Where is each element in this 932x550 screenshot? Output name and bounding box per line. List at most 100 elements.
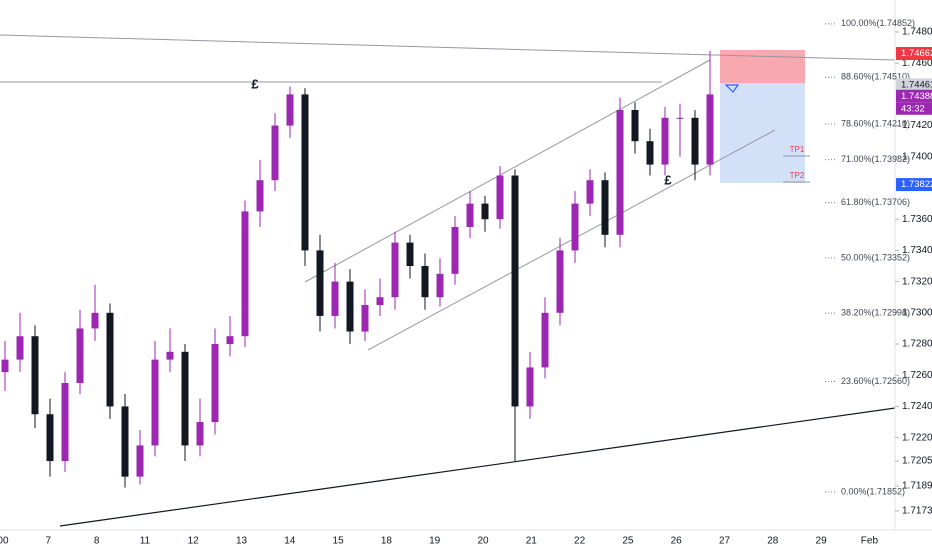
candle-body: [61, 383, 69, 462]
candle-body: [121, 406, 129, 477]
y-tick-label: 1.72600: [902, 370, 932, 381]
candle-body: [406, 242, 414, 267]
candle-body: [481, 203, 489, 220]
y-tick-label: 1.72400: [902, 401, 932, 412]
annotation: TP1: [790, 145, 805, 154]
candle-body: [316, 250, 324, 316]
x-tick-label: 14: [284, 536, 296, 547]
x-tick-label: 8: [94, 536, 100, 547]
stop-zone: [720, 50, 805, 83]
x-tick-label: 18: [381, 536, 393, 547]
y-tick-label: 1.73600: [902, 214, 932, 225]
x-tick-label: 28: [767, 536, 779, 547]
fib-label: 100.00%(1.74852): [841, 18, 915, 28]
y-tick-label: 1.71730: [902, 506, 932, 517]
candle-body: [616, 109, 624, 235]
x-tick-label: 21: [526, 536, 538, 547]
x-tick-label: Feb: [861, 536, 879, 547]
x-tick-label: 19: [429, 536, 441, 547]
fib-label: 61.80%(1.73706): [841, 197, 910, 207]
annotation: £: [664, 172, 672, 187]
price-tag-label: 1.74461: [901, 79, 932, 90]
y-tick-label: 1.74200: [902, 120, 932, 131]
price-tag: [896, 178, 932, 192]
candle-body: [706, 94, 714, 165]
candle-body: [376, 297, 384, 306]
y-tick-label: 1.72050: [902, 456, 932, 467]
target-zone: [720, 83, 805, 183]
candle-body: [361, 305, 369, 332]
candle-body: [31, 336, 39, 415]
y-tick-label: 1.73200: [902, 276, 932, 287]
candle-body: [181, 351, 189, 446]
candle-body: [661, 117, 669, 165]
x-tick-label: 22: [574, 536, 586, 547]
x-tick-label: 29: [816, 536, 828, 547]
fib-label: 0.00%(1.71852): [841, 486, 905, 496]
fib-label: 50.00%(1.73352): [841, 252, 910, 262]
y-tick-label: 1.74800: [902, 27, 932, 38]
trendline: [59, 407, 896, 527]
candle-body: [301, 94, 309, 251]
candle-body: [541, 312, 549, 368]
x-tick-label: 7: [46, 536, 52, 547]
fib-label: 38.20%(1.72998): [841, 308, 910, 318]
price-tag: [896, 89, 932, 103]
candle-body: [331, 281, 339, 316]
candle-body: [391, 242, 399, 298]
fib-label: 78.60%(1.74210): [841, 118, 910, 128]
countdown: 43:32: [901, 103, 925, 114]
fib-label: 23.60%(1.72560): [841, 376, 910, 386]
candle-body: [256, 180, 264, 212]
x-tick-label: 15: [333, 536, 345, 547]
y-tick-label: 1.71890: [902, 481, 932, 492]
candle-body: [151, 359, 159, 446]
price-tag-label: 1.73822: [901, 179, 932, 190]
arrow-icon: [724, 84, 740, 93]
price-tag: [896, 78, 932, 92]
candle-body: [226, 336, 234, 345]
candle-body: [196, 422, 204, 446]
trendline: [0, 34, 896, 61]
candle-body: [526, 367, 534, 407]
price-tag: [896, 47, 932, 61]
candle-body: [601, 180, 609, 235]
x-tick-label: 26: [671, 536, 683, 547]
candle-body: [16, 336, 24, 360]
channel-upper: [304, 59, 711, 283]
candle-body: [91, 312, 99, 329]
candle-body: [106, 312, 114, 407]
candle-body: [571, 203, 579, 251]
candle-body: [451, 227, 459, 274]
y-tick-label: 1.72800: [902, 339, 932, 350]
annotation: TP2: [790, 171, 805, 180]
candle-body: [136, 445, 144, 477]
candle-body: [511, 175, 519, 407]
x-tick-label: 13: [236, 536, 248, 547]
y-tick-label: 1.73000: [902, 307, 932, 318]
candle-body: [286, 94, 294, 126]
x-tick-label: 20: [477, 536, 489, 547]
candle-body: [241, 211, 249, 337]
candle-body: [556, 250, 564, 313]
candle-body: [346, 281, 354, 332]
y-tick-label: 1.74600: [902, 58, 932, 69]
y-tick-label: 1.74000: [902, 151, 932, 162]
price-tag-label: 1.74388: [901, 91, 932, 102]
x-tick-label: 27: [719, 536, 731, 547]
candle-body: [421, 266, 429, 298]
annotation: £: [251, 76, 259, 91]
candle-body: [211, 344, 219, 423]
candle-body: [1, 359, 9, 373]
price-tag-label: 1.74662: [901, 48, 932, 59]
candle-body: [691, 117, 699, 165]
candle-body: [436, 273, 444, 298]
candle-body: [676, 117, 684, 119]
fib-label: 71.00%(1.73982): [841, 154, 910, 164]
countdown-tag: [896, 102, 932, 115]
x-tick-label: 25: [622, 536, 634, 547]
fib-label: 88.60%(1.74510): [841, 72, 910, 82]
candle-body: [631, 109, 639, 142]
candle-body: [271, 125, 279, 181]
